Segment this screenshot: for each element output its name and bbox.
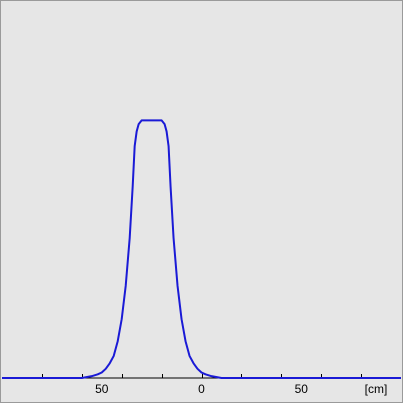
x-tick-label: 0	[198, 382, 205, 396]
series-line	[2, 119, 401, 379]
x-axis-unit-label: [cm]	[365, 382, 388, 396]
x-tick-label: 50	[95, 382, 109, 396]
x-tick-label: 50	[295, 382, 309, 396]
